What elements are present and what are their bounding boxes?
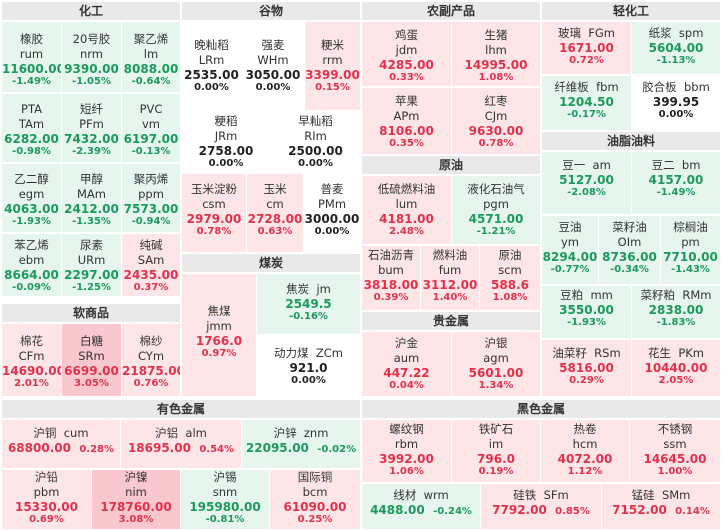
tile-pfm[interactable]: 短纤 PFm 7432.00 -2.39% [62, 94, 121, 162]
tile-ym[interactable]: 豆油 ym 8294.00 -0.77% [542, 216, 598, 284]
tile-egm[interactable]: 乙二醇 egm 4063.00 -1.93% [2, 164, 61, 232]
section-qinggong: 轻化工 玻璃 FGm 1671.00 0.72% 纸浆 spm 5604.00 … [542, 2, 720, 130]
tile-wrm[interactable]: 线材 wrm 4488.00 -0.24% [362, 484, 480, 529]
tile-mm[interactable]: 豆粕 mm 3550.00 -1.93% [542, 286, 631, 338]
tile-jrm[interactable]: 粳稻 JRm 2758.00 0.00% [182, 110, 270, 172]
tile-cm[interactable]: 玉米 cm 2728.00 0.63% [247, 174, 303, 252]
tile-bm[interactable]: 豆二 bm 4157.00 -1.49% [632, 152, 720, 214]
tile-hcm[interactable]: 热卷 hcm 4072.00 1.12% [541, 420, 629, 482]
tile-csm[interactable]: 玉米淀粉 csm 2979.00 0.78% [182, 174, 246, 252]
section-title: 贵金属 [362, 312, 540, 330]
tile-smm[interactable]: 锰硅 SMm 7152.00 0.14% [602, 484, 720, 529]
tile-tam[interactable]: PTA TAm 6282.00 -0.98% [2, 94, 61, 162]
section-heise: 黑色金属 螺纹钢 rbm 3992.00 1.06% 铁矿石 im 796.0 … [362, 400, 720, 529]
section-guwu: 谷物 晚籼稻 LRm 2535.00 0.00% 强麦 WHm 3050.00 … [182, 2, 360, 252]
tile-ebm[interactable]: 苯乙烯 ebm 8664.00 -0.09% [2, 234, 61, 296]
tile-im[interactable]: 铁矿石 im 796.0 0.19% [452, 420, 540, 482]
section-title: 化工 [2, 2, 180, 20]
tile-pkm[interactable]: 花生 PKm 10440.00 2.05% [632, 340, 720, 396]
tile-oim[interactable]: 菜籽油 OIm 8736.00 -0.34% [599, 216, 660, 284]
tile-rrm[interactable]: 粳米 rrm 3399.00 0.15% [305, 22, 360, 110]
tile-alm[interactable]: 沪铝 alm 18695.00 0.54% [121, 420, 241, 468]
tile-jmm[interactable]: 焦煤 jmm 1766.0 0.97% [182, 274, 256, 396]
section-title: 黑色金属 [362, 400, 720, 418]
tile-zcm[interactable]: 动力煤 ZCm 921.0 0.00% [257, 336, 360, 396]
tile-lm[interactable]: 聚乙烯 lm 8088.00 -0.64% [122, 22, 180, 92]
tile-pm[interactable]: 棕榈油 pm 7710.00 -1.43% [661, 216, 720, 284]
tile-pbm[interactable]: 沪铅 pbm 15330.00 0.69% [2, 470, 91, 529]
section-title: 谷物 [182, 2, 360, 20]
tile-scm[interactable]: 原油 scm 588.6 1.08% [480, 246, 540, 310]
tile-cjm[interactable]: 红枣 CJm 9630.00 0.78% [452, 88, 540, 154]
tile-fbm[interactable]: 纤维板 fbm 1204.50 -0.17% [542, 76, 631, 130]
tile-nrm[interactable]: 20号胶 nrm 9390.00 -1.05% [62, 22, 121, 92]
tile-rbm[interactable]: 螺纹钢 rbm 3992.00 1.06% [362, 420, 451, 482]
tile-srm[interactable]: 白糖 SRm 6699.00 3.05% [62, 324, 121, 396]
tile-pmm[interactable]: 普麦 PMm 3000.00 0.00% [304, 174, 360, 252]
section-ruanshang: 软商品 棉花 CFm 14690.00 2.01% 白糖 SRm 6699.00… [2, 304, 180, 396]
section-guijinshu: 贵金属 沪金 aum 447.22 0.04% 沪银 agm 5601.00 1… [362, 312, 540, 396]
section-title: 软商品 [2, 304, 180, 322]
section-title: 有色金属 [2, 400, 360, 418]
tile-lrm[interactable]: 晚籼稻 LRm 2535.00 0.00% [182, 22, 241, 102]
section-title: 原油 [362, 156, 540, 174]
tile-lhm[interactable]: 生猪 lhm 14995.00 1.08% [452, 22, 540, 86]
tile-pgm[interactable]: 液化石油气 pgm 4571.00 -1.21% [452, 176, 540, 244]
tile-bbm[interactable]: 胶合板 bbm 399.95 0.00% [632, 76, 720, 130]
section-meitan: 煤炭 焦煤 jmm 1766.0 0.97% 焦炭 jm 2549.5 -0.1… [182, 254, 360, 396]
tile-fgm[interactable]: 玻璃 FGm 1671.00 0.72% [542, 22, 631, 74]
section-huagong: 化工 橡胶 rum 11600.00 -1.49% 20号胶 nrm 9390.… [2, 2, 180, 296]
tile-mam[interactable]: 甲醇 MAm 2412.00 -1.35% [62, 164, 121, 232]
tile-rim[interactable]: 早籼稻 RIm 2500.00 0.00% [271, 110, 360, 172]
tile-fum[interactable]: 燃料油 fum 3112.00 1.40% [421, 246, 479, 310]
tile-agm[interactable]: 沪银 agm 5601.00 1.34% [452, 332, 540, 396]
tile-rum[interactable]: 橡胶 rum 11600.00 -1.49% [2, 22, 61, 92]
tile-ppm[interactable]: 聚丙烯 ppm 7573.00 -0.94% [122, 164, 180, 232]
section-title: 油脂油料 [542, 132, 720, 150]
tile-sam[interactable]: 纯碱 SAm 2435.00 0.37% [122, 234, 180, 296]
tile-vm[interactable]: PVC vm 6197.00 -0.13% [122, 94, 180, 162]
section-title: 农副产品 [362, 2, 540, 20]
tile-aum[interactable]: 沪金 aum 447.22 0.04% [362, 332, 451, 396]
tile-rsm[interactable]: 油菜籽 RSm 5816.00 0.29% [542, 340, 631, 396]
section-youse: 有色金属 沪铜 cum 68800.00 0.28% 沪铝 alm 18695.… [2, 400, 360, 529]
tile-znm[interactable]: 沪锌 znm 22095.00 -0.02% [242, 420, 360, 468]
tile-sfm[interactable]: 硅铁 SFm 7792.00 0.85% [481, 484, 601, 529]
tile-bcm[interactable]: 国际铜 bcm 61090.00 0.25% [270, 470, 360, 529]
tile-cum[interactable]: 沪铜 cum 68800.00 0.28% [2, 420, 120, 468]
tile-ssm[interactable]: 不锈钢 ssm 14645.00 1.00% [630, 420, 720, 482]
tile-urm[interactable]: 尿素 URm 2297.00 -1.25% [62, 234, 121, 296]
tile-apm[interactable]: 苹果 APm 8106.00 0.35% [362, 88, 451, 154]
tile-rmm[interactable]: 菜籽粕 RMm 2838.00 -1.83% [632, 286, 720, 338]
tile-jm[interactable]: 焦炭 jm 2549.5 -0.16% [257, 274, 360, 334]
section-nongfu: 农副产品 鸡蛋 jdm 4285.00 0.33% 生猪 lhm 14995.0… [362, 2, 540, 154]
section-title: 煤炭 [182, 254, 360, 272]
section-title: 轻化工 [542, 2, 720, 20]
section-youzhi: 油脂油料 豆一 am 5127.00 -2.08% 豆二 bm 4157.00 … [542, 132, 720, 396]
tile-am[interactable]: 豆一 am 5127.00 -2.08% [542, 152, 631, 214]
tile-spm[interactable]: 纸浆 spm 5604.00 -1.13% [632, 22, 720, 74]
tile-whm[interactable]: 强麦 WHm 3050.00 0.00% [242, 22, 304, 102]
tile-bum[interactable]: 石油沥青 bum 3818.00 0.39% [362, 246, 420, 310]
tile-cfm[interactable]: 棉花 CFm 14690.00 2.01% [2, 324, 61, 396]
tile-nim[interactable]: 沪镍 nim 178760.00 3.08% [92, 470, 180, 529]
tile-cym[interactable]: 棉纱 CYm 21875.00 0.76% [122, 324, 180, 396]
tile-jdm[interactable]: 鸡蛋 jdm 4285.00 0.33% [362, 22, 451, 86]
section-yuanyou: 原油 低硫燃料油 lum 4181.00 2.48% 液化石油气 pgm 457… [362, 156, 540, 310]
tile-snm[interactable]: 沪锡 snm 195980.00 -0.81% [181, 470, 269, 529]
tile-lum[interactable]: 低硫燃料油 lum 4181.00 2.48% [362, 176, 451, 244]
